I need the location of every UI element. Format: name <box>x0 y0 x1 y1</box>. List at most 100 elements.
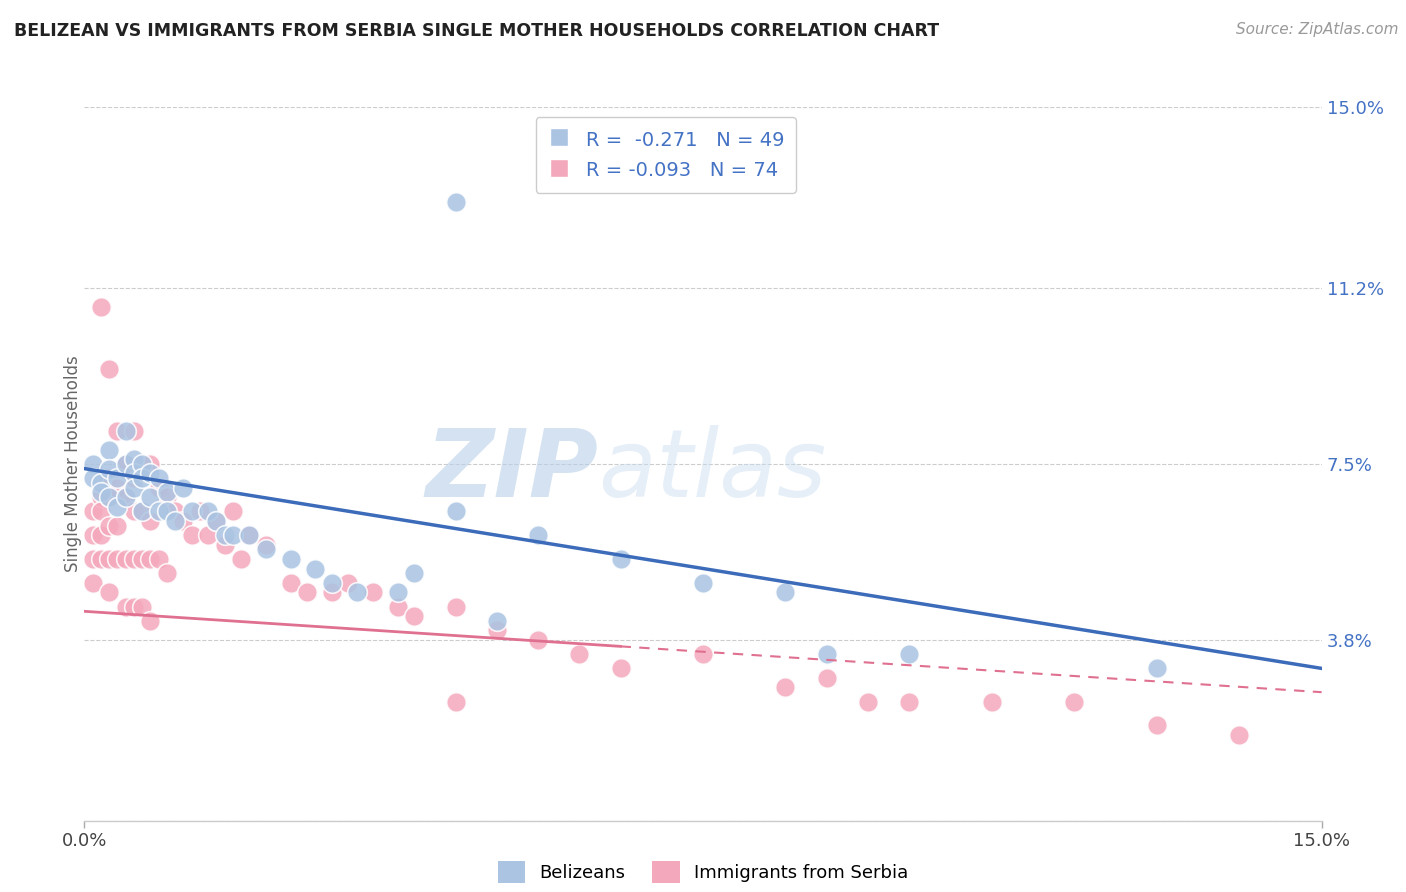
Point <box>337 575 360 590</box>
Y-axis label: Single Mother Households: Single Mother Households <box>65 356 82 572</box>
Point <box>139 457 162 471</box>
Point <box>361 585 384 599</box>
Point <box>1227 728 1250 742</box>
Point <box>90 300 112 314</box>
Point <box>280 575 302 590</box>
Point <box>148 504 170 518</box>
Legend: Belizeans, Immigrants from Serbia: Belizeans, Immigrants from Serbia <box>491 854 915 890</box>
Point <box>98 461 121 475</box>
Point <box>304 561 326 575</box>
Point <box>156 485 179 500</box>
Point <box>122 467 145 481</box>
Point <box>1063 695 1085 709</box>
Point <box>114 490 136 504</box>
Point <box>980 695 1002 709</box>
Point <box>122 424 145 438</box>
Point <box>131 504 153 518</box>
Point <box>205 514 228 528</box>
Point <box>898 695 921 709</box>
Point <box>222 504 245 518</box>
Point <box>122 552 145 566</box>
Text: atlas: atlas <box>598 425 827 516</box>
Point <box>98 442 121 457</box>
Point <box>105 424 128 438</box>
Point <box>114 457 136 471</box>
Point <box>180 528 202 542</box>
Point <box>105 518 128 533</box>
Point <box>527 528 550 542</box>
Text: BELIZEAN VS IMMIGRANTS FROM SERBIA SINGLE MOTHER HOUSEHOLDS CORRELATION CHART: BELIZEAN VS IMMIGRANTS FROM SERBIA SINGL… <box>14 22 939 40</box>
Point <box>444 695 467 709</box>
Point <box>114 599 136 614</box>
Point <box>165 504 187 518</box>
Point <box>131 504 153 518</box>
Point <box>527 632 550 647</box>
Point <box>90 475 112 490</box>
Point <box>254 542 277 557</box>
Point <box>139 467 162 481</box>
Point <box>148 552 170 566</box>
Point <box>139 614 162 628</box>
Point <box>98 490 121 504</box>
Point <box>82 575 104 590</box>
Point <box>148 481 170 495</box>
Point <box>98 471 121 485</box>
Point <box>188 504 211 518</box>
Point <box>114 552 136 566</box>
Point <box>1146 718 1168 732</box>
Point <box>485 614 508 628</box>
Point <box>82 528 104 542</box>
Point <box>1146 661 1168 675</box>
Point <box>387 599 409 614</box>
Point <box>775 585 797 599</box>
Point <box>222 528 245 542</box>
Point <box>131 471 153 485</box>
Point <box>404 609 426 624</box>
Point <box>98 490 121 504</box>
Point <box>114 424 136 438</box>
Point <box>280 552 302 566</box>
Point <box>444 599 467 614</box>
Point <box>131 599 153 614</box>
Point <box>156 566 179 581</box>
Point <box>775 681 797 695</box>
Point <box>122 471 145 485</box>
Point <box>485 624 508 638</box>
Point <box>131 457 153 471</box>
Point <box>172 481 194 495</box>
Point <box>205 514 228 528</box>
Point <box>346 585 368 599</box>
Point <box>82 504 104 518</box>
Point <box>90 504 112 518</box>
Point <box>98 552 121 566</box>
Point <box>444 504 467 518</box>
Point <box>82 471 104 485</box>
Point <box>122 504 145 518</box>
Point <box>114 457 136 471</box>
Point <box>387 585 409 599</box>
Point <box>131 457 153 471</box>
Point <box>82 552 104 566</box>
Point <box>156 490 179 504</box>
Point <box>254 538 277 552</box>
Point <box>105 552 128 566</box>
Point <box>131 552 153 566</box>
Point <box>114 490 136 504</box>
Point <box>238 528 260 542</box>
Point <box>98 585 121 599</box>
Point <box>214 528 236 542</box>
Point <box>692 575 714 590</box>
Text: ZIP: ZIP <box>425 425 598 517</box>
Point <box>295 585 318 599</box>
Point <box>172 514 194 528</box>
Point <box>197 528 219 542</box>
Point <box>122 452 145 467</box>
Point <box>90 485 112 500</box>
Point <box>139 552 162 566</box>
Point <box>114 457 136 471</box>
Point <box>122 599 145 614</box>
Point <box>815 647 838 661</box>
Point <box>321 585 343 599</box>
Point <box>156 504 179 518</box>
Point <box>180 504 202 518</box>
